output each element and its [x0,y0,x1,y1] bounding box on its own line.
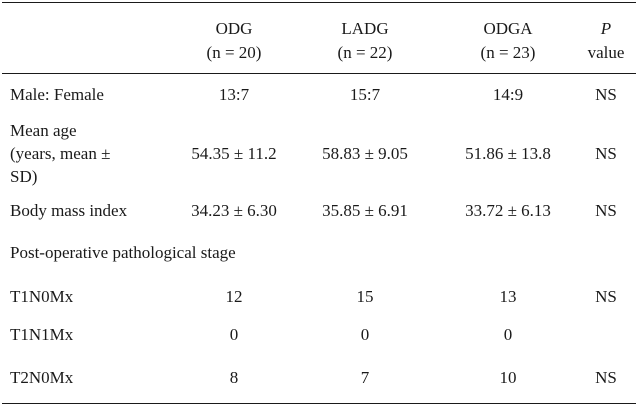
row-stage-heading: Post-operative pathological stage [10,243,236,262]
row-age-label-3: SD) [10,167,38,186]
row-bmi-ladg: 35.85 ± 6.91 [322,201,408,220]
row-bmi-label: Body mass index [10,201,128,220]
row-sex-p: NS [595,85,617,104]
row-sex-odg: 13:7 [218,85,250,104]
row-t1n1-ladg: 0 [360,325,370,344]
row-t1n1-odg: 0 [229,325,239,344]
header-ladg: LADG [341,19,389,38]
row-age-odga: 51.86 ± 13.8 [465,144,551,163]
header-rule [2,73,636,74]
row-t1n0-odga: 13 [499,287,517,306]
row-age-ladg: 58.83 ± 9.05 [322,144,408,163]
row-t1n1-odga: 0 [503,325,513,344]
row-bmi-p: NS [595,201,617,220]
row-t2n0-odg: 8 [229,368,239,387]
header-p: P [600,19,612,38]
header-odg: ODG [215,19,253,38]
header-odga-n: (n = 23) [480,43,536,62]
bottom-rule [2,403,636,404]
header-odg-n: (n = 20) [206,43,262,62]
row-t2n0-ladg: 7 [360,368,370,387]
header-p-value: value [587,43,625,62]
row-t1n0-odg: 12 [225,287,243,306]
header-ladg-n: (n = 22) [337,43,393,62]
row-sex-ladg: 15:7 [349,85,381,104]
header-odga: ODGA [483,19,533,38]
row-t2n0-label: T2N0Mx [10,368,74,387]
data-table: ODG (n = 20) LADG (n = 22) ODGA (n = 23)… [2,2,636,406]
row-age-label-1: Mean age [10,121,77,140]
row-sex-odga: 14:9 [492,85,524,104]
top-rule [2,2,636,3]
row-t1n1-label: T1N1Mx [10,325,74,344]
row-t1n0-label: T1N0Mx [10,287,74,306]
row-age-label-2: (years, mean ± [10,144,111,163]
row-sex-label: Male: Female [10,85,104,104]
row-t1n0-ladg: 15 [356,287,374,306]
row-t2n0-odga: 10 [499,368,517,387]
row-age-p: NS [595,144,617,163]
row-t2n0-p: NS [595,368,617,387]
row-bmi-odga: 33.72 ± 6.13 [465,201,551,220]
row-age-odg: 54.35 ± 11.2 [191,144,277,163]
row-bmi-odg: 34.23 ± 6.30 [191,201,277,220]
row-t1n0-p: NS [595,287,617,306]
